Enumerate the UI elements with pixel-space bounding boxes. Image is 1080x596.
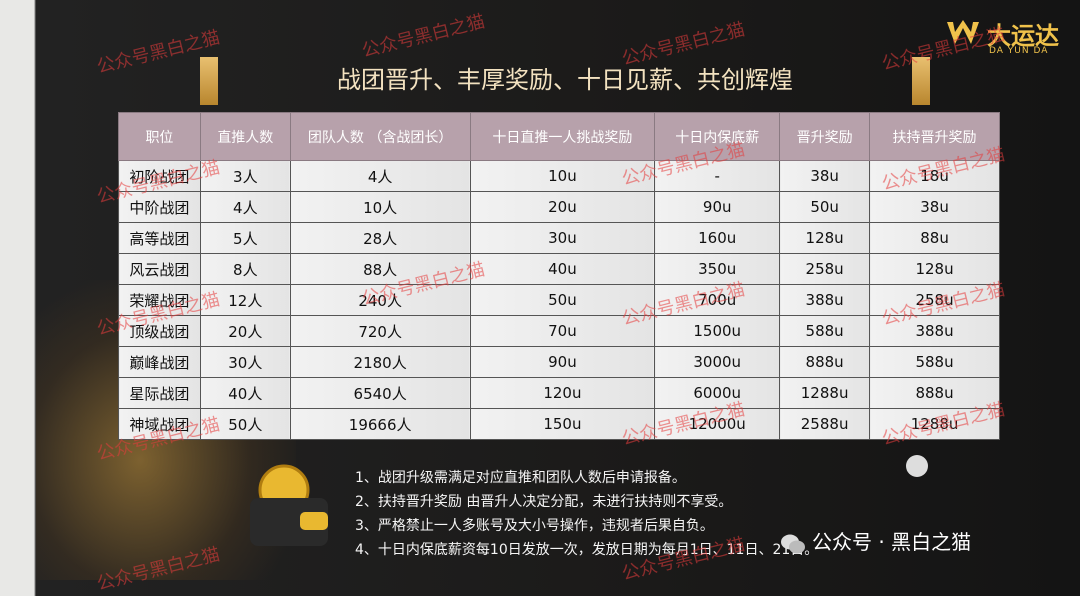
table-cell: 20人 (199, 315, 291, 347)
table-cell: 90u (469, 346, 656, 378)
table-cell: 2180人 (289, 346, 471, 378)
table-cell: 巅峰战团 (118, 346, 201, 378)
table-cell: 388u (779, 284, 871, 316)
table-cell: 20u (469, 191, 656, 223)
table-cell: 30人 (199, 346, 291, 378)
header-cell: 团队人数 （含战团长） (289, 112, 471, 161)
coin-wallet-icon (250, 464, 328, 546)
note: 4、十日内保底薪资每10日发放一次，发放日期为每月1日、11日、21日。 (355, 542, 819, 558)
table-cell: 720人 (289, 315, 471, 347)
table-row: 顶级战团 20人 720人 70u 1500u 588u 388u (118, 315, 1000, 347)
watermark: 公众号黑白之猫 (359, 11, 488, 62)
account-name: 公众号 · 黑白之猫 (812, 530, 972, 554)
table-cell: 40人 (199, 377, 291, 409)
logo-icon (947, 20, 979, 44)
table-cell: 12人 (199, 284, 291, 316)
table-cell: 50u (779, 191, 871, 223)
header-cell: 扶持晋升奖励 (869, 112, 1000, 161)
table-cell: 38u (869, 191, 1000, 223)
account-label: 公众号 · 黑白之猫 (780, 526, 971, 555)
header-cell: 职位 (118, 112, 201, 161)
table-cell: 350u (654, 253, 781, 285)
table-cell: 38u (779, 160, 871, 192)
table-cell: 初阶战团 (118, 160, 201, 192)
notes: 1、战团升级需满足对应直推和团队人数后申请报备。 2、扶持晋升奖励 由晋升人决定分… (355, 466, 818, 562)
table-cell: 700u (654, 284, 781, 316)
table-cell: 5人 (199, 222, 291, 254)
logo-subtitle: DA YUN DA (989, 46, 1049, 56)
note: 3、严格禁止一人多账号及大小号操作，违规者后果自负。 (355, 518, 714, 534)
table-cell: 40u (469, 253, 656, 285)
table-cell: 258u (779, 253, 871, 285)
table-row: 风云战团 8人 88人 40u 350u 258u 128u (118, 253, 1000, 285)
table-cell: 星际战团 (118, 377, 201, 409)
table-cell: 10人 (289, 191, 471, 223)
table-row: 中阶战团 4人 10人 20u 90u 50u 38u (118, 191, 1000, 223)
table-cell: 50u (469, 284, 656, 316)
table-cell: 荣耀战团 (118, 284, 201, 316)
header-cell: 十日直推一人挑战奖励 (469, 112, 656, 161)
table-cell: 18u (869, 160, 1000, 192)
table-cell: 120u (469, 377, 656, 409)
table-cell: 8人 (199, 253, 291, 285)
table-row: 巅峰战团 30人 2180人 90u 3000u 888u 588u (118, 346, 1000, 378)
indicator-dot (906, 455, 928, 477)
table-cell: 1288u (779, 377, 871, 409)
note: 1、战团升级需满足对应直推和团队人数后申请报备。 (355, 470, 686, 486)
table-cell: 1500u (654, 315, 781, 347)
table-cell: 588u (869, 346, 1000, 378)
table-cell: 6540人 (289, 377, 471, 409)
title: 战团晋升、丰厚奖励、十日见薪、共创辉煌 (337, 66, 793, 94)
reward-table: 职位 直推人数 团队人数 （含战团长） 十日直推一人挑战奖励 十日内保底薪 晋升奖励 扶持晋… (118, 112, 1000, 440)
table-cell: 258u (869, 284, 1000, 316)
table-cell: 中阶战团 (118, 191, 201, 223)
table-cell: 10u (469, 160, 656, 192)
table-cell: 风云战团 (118, 253, 201, 285)
table-cell: 2588u (779, 408, 871, 440)
table-cell: 128u (779, 222, 871, 254)
title-bar (200, 57, 218, 105)
table-cell: 388u (869, 315, 1000, 347)
table-cell: 顶级战团 (118, 315, 201, 347)
header-cell: 直推人数 (199, 112, 291, 161)
table-cell: 28人 (289, 222, 471, 254)
title-bar (912, 57, 930, 105)
table-row: 高等战团 5人 28人 30u 160u 128u 88u (118, 222, 1000, 254)
table-row: 荣耀战团 12人 240人 50u 700u 388u 258u (118, 284, 1000, 316)
header-cell: 十日内保底薪 (654, 112, 781, 161)
table-cell: 3000u (654, 346, 781, 378)
table-row: 神域战团 50人 19666人 150u 12000u 2588u 1288u (118, 408, 1000, 440)
table-cell: 6000u (654, 377, 781, 409)
table-cell: 4人 (199, 191, 291, 223)
note: 2、扶持晋升奖励 由晋升人决定分配，未进行扶持则不享受。 (355, 494, 733, 510)
table-cell: - (654, 160, 781, 192)
table-cell: 30u (469, 222, 656, 254)
table-cell: 1288u (869, 408, 1000, 440)
table-row: 星际战团 40人 6540人 120u 6000u 1288u 888u (118, 377, 1000, 409)
table-cell: 888u (869, 377, 1000, 409)
logo-name: 大运达 (987, 22, 1059, 50)
table-cell: 12000u (654, 408, 781, 440)
table-cell: 128u (869, 253, 1000, 285)
table-cell: 888u (779, 346, 871, 378)
table-cell: 150u (469, 408, 656, 440)
wechat-icon (781, 534, 805, 553)
table-cell: 神域战团 (118, 408, 201, 440)
header-row: 职位 直推人数 团队人数 （含战团长） 十日直推一人挑战奖励 十日内保底薪 晋升奖励 扶持晋… (118, 112, 1000, 161)
table-cell: 240人 (289, 284, 471, 316)
table-cell: 19666人 (289, 408, 471, 440)
header-cell: 晋升奖励 (779, 112, 871, 161)
table-cell: 50人 (199, 408, 291, 440)
table-cell: 88人 (289, 253, 471, 285)
table-cell: 高等战团 (118, 222, 201, 254)
table-cell: 588u (779, 315, 871, 347)
table-cell: 160u (654, 222, 781, 254)
table-cell: 90u (654, 191, 781, 223)
table-cell: 3人 (199, 160, 291, 192)
table-cell: 70u (469, 315, 656, 347)
table-cell: 4人 (289, 160, 471, 192)
table-cell: 88u (869, 222, 1000, 254)
table-row: 初阶战团 3人 4人 10u -38u 18u (118, 160, 1000, 192)
